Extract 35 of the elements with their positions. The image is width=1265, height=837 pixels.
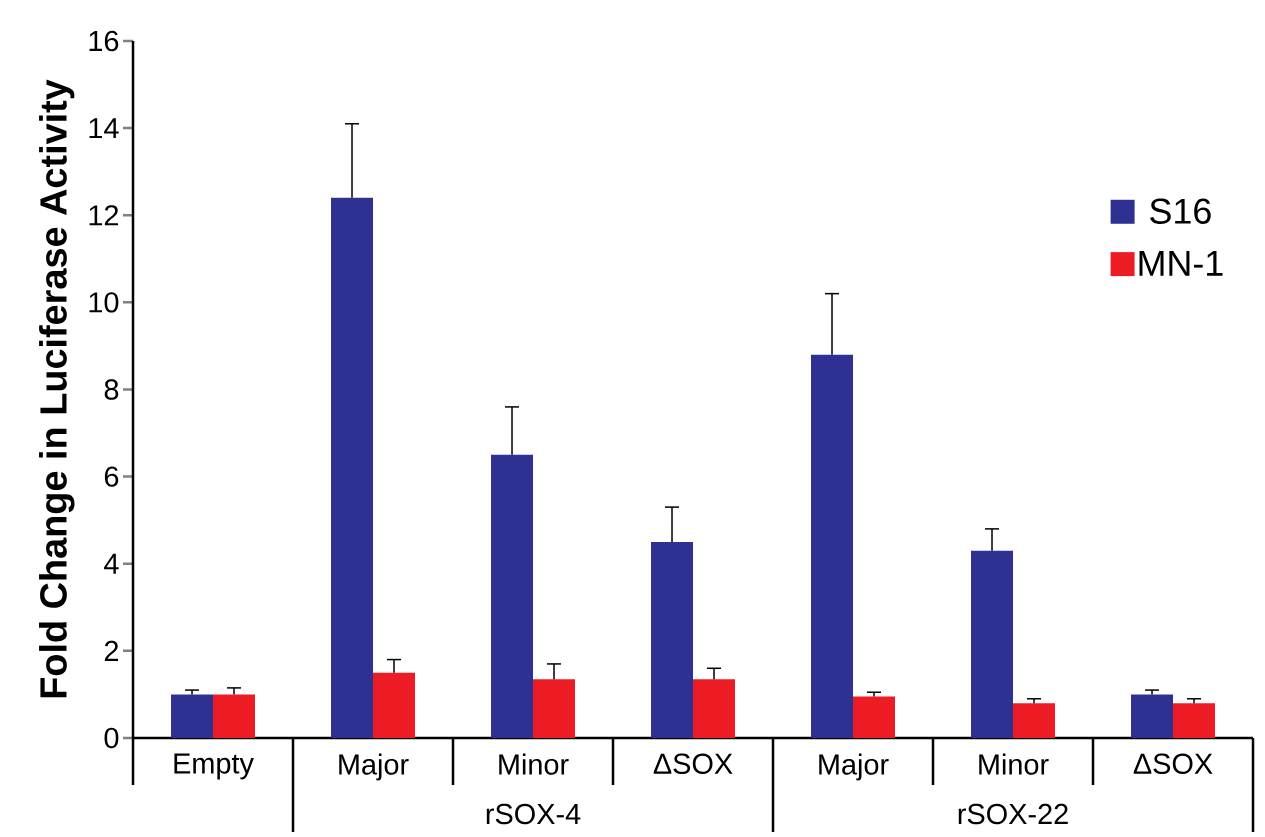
bar (1131, 694, 1174, 738)
y-tick-label: 6 (104, 466, 119, 487)
bar (971, 550, 1014, 738)
y-tick-label: 4 (104, 553, 119, 574)
bar (811, 354, 854, 738)
y-axis-title: Fold Change in Luciferase Activity (39, 79, 75, 698)
y-tick-label: 2 (104, 640, 119, 661)
x-tick-label: Major (819, 753, 889, 781)
bar (331, 197, 374, 738)
bar (491, 454, 534, 738)
legend-label: MN-1 (1139, 251, 1223, 276)
x-tick-label: Minor (979, 753, 1049, 775)
y-tick-label: 8 (104, 379, 119, 400)
bar (651, 541, 694, 738)
text: rSOX-4 (486, 803, 581, 825)
x-tick-label: Empty (174, 753, 254, 780)
legend-label: S16 (1150, 198, 1211, 224)
bar (693, 679, 736, 738)
bar (213, 694, 256, 738)
x-tick-label: ΔSOX (653, 753, 733, 774)
y-tick-label: 0 (104, 727, 119, 749)
bar (373, 672, 416, 738)
x-tick-label: Major (339, 753, 409, 781)
y-tick-label: 12 (89, 205, 119, 226)
x-tick-label: ΔSOX (1133, 753, 1213, 774)
bar (533, 679, 576, 738)
y-tick-label: 16 (89, 30, 119, 52)
text: rSOX-22 (958, 803, 1068, 825)
bar (171, 694, 214, 738)
x-tick-label: Minor (499, 753, 569, 775)
bar (1013, 703, 1056, 738)
bar (853, 696, 896, 738)
bar (1173, 703, 1216, 738)
y-tick-label: 10 (89, 292, 119, 313)
y-tick-label: 14 (89, 118, 119, 139)
